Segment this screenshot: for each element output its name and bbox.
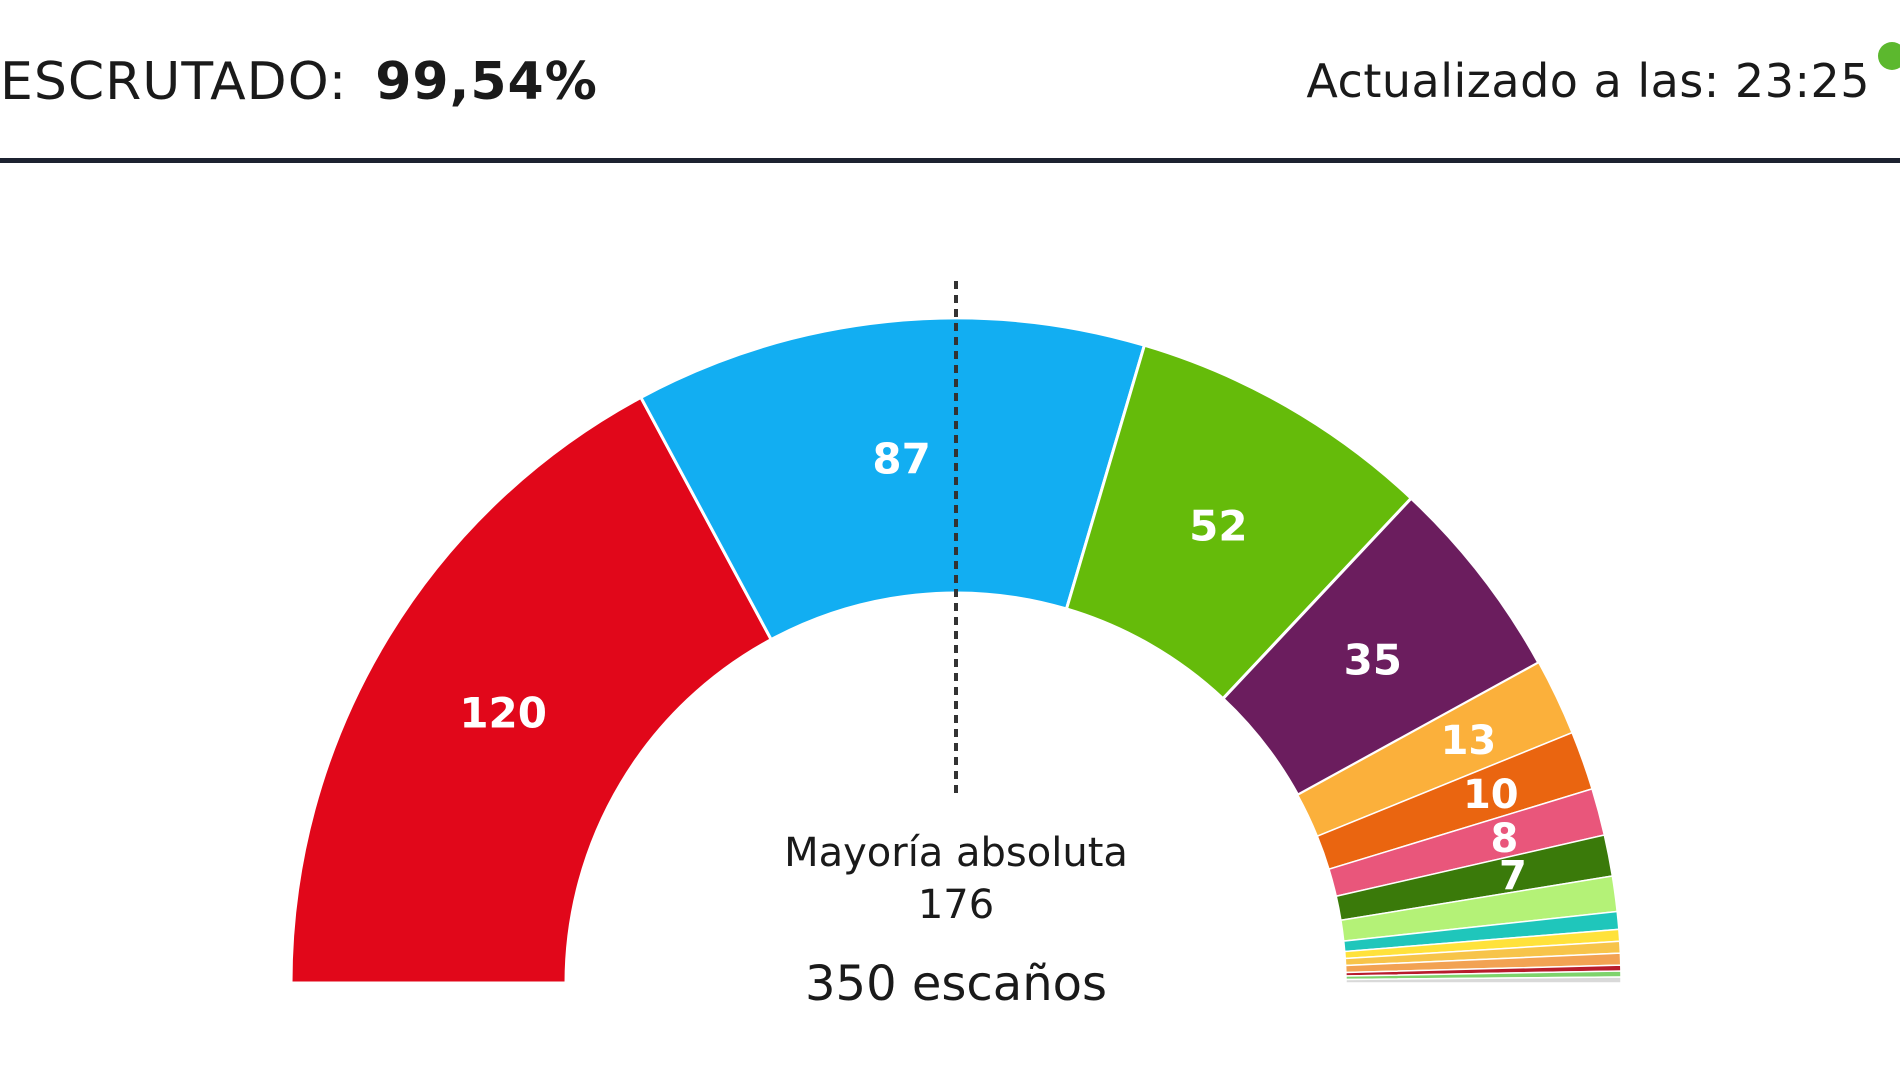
seat-segments: [289, 316, 1622, 985]
scrutiny-percentage: 99,54%: [375, 52, 598, 112]
results-header: ESCRUTADO: 99,54% Actualizado a las: 23:2…: [0, 0, 1900, 163]
majority-label: Mayoría absoluta: [784, 830, 1128, 876]
party-segment-1: [289, 395, 774, 985]
party-seat-label-3: 52: [1189, 501, 1247, 550]
live-status-dot-icon: [1878, 42, 1900, 70]
scrutiny-indicator: ESCRUTADO: 99,54%: [0, 52, 598, 112]
party-seat-label-5: 13: [1441, 718, 1497, 764]
total-seats-label: 350 escaños: [805, 956, 1107, 1012]
hemicycle-chart: 120 87 52 35 13 10 8 7 Mayoría absoluta 176 350…: [0, 163, 1900, 1069]
party-seat-label-6: 10: [1463, 772, 1519, 818]
party-segment-2: [638, 316, 1147, 642]
party-seat-label-4: 35: [1344, 636, 1402, 685]
header-divider: [0, 158, 1900, 163]
party-seat-label-7: 8: [1490, 816, 1518, 862]
majority-value: 176: [918, 882, 994, 928]
party-seat-label-8: 7: [1499, 853, 1527, 899]
scrutiny-label: ESCRUTADO:: [0, 52, 348, 112]
party-segment-16: [1345, 976, 1622, 984]
party-seat-label-2: 87: [872, 434, 930, 483]
party-seat-label-1: 120: [459, 688, 547, 737]
update-time: Actualizado a las: 23:25: [1306, 54, 1870, 108]
